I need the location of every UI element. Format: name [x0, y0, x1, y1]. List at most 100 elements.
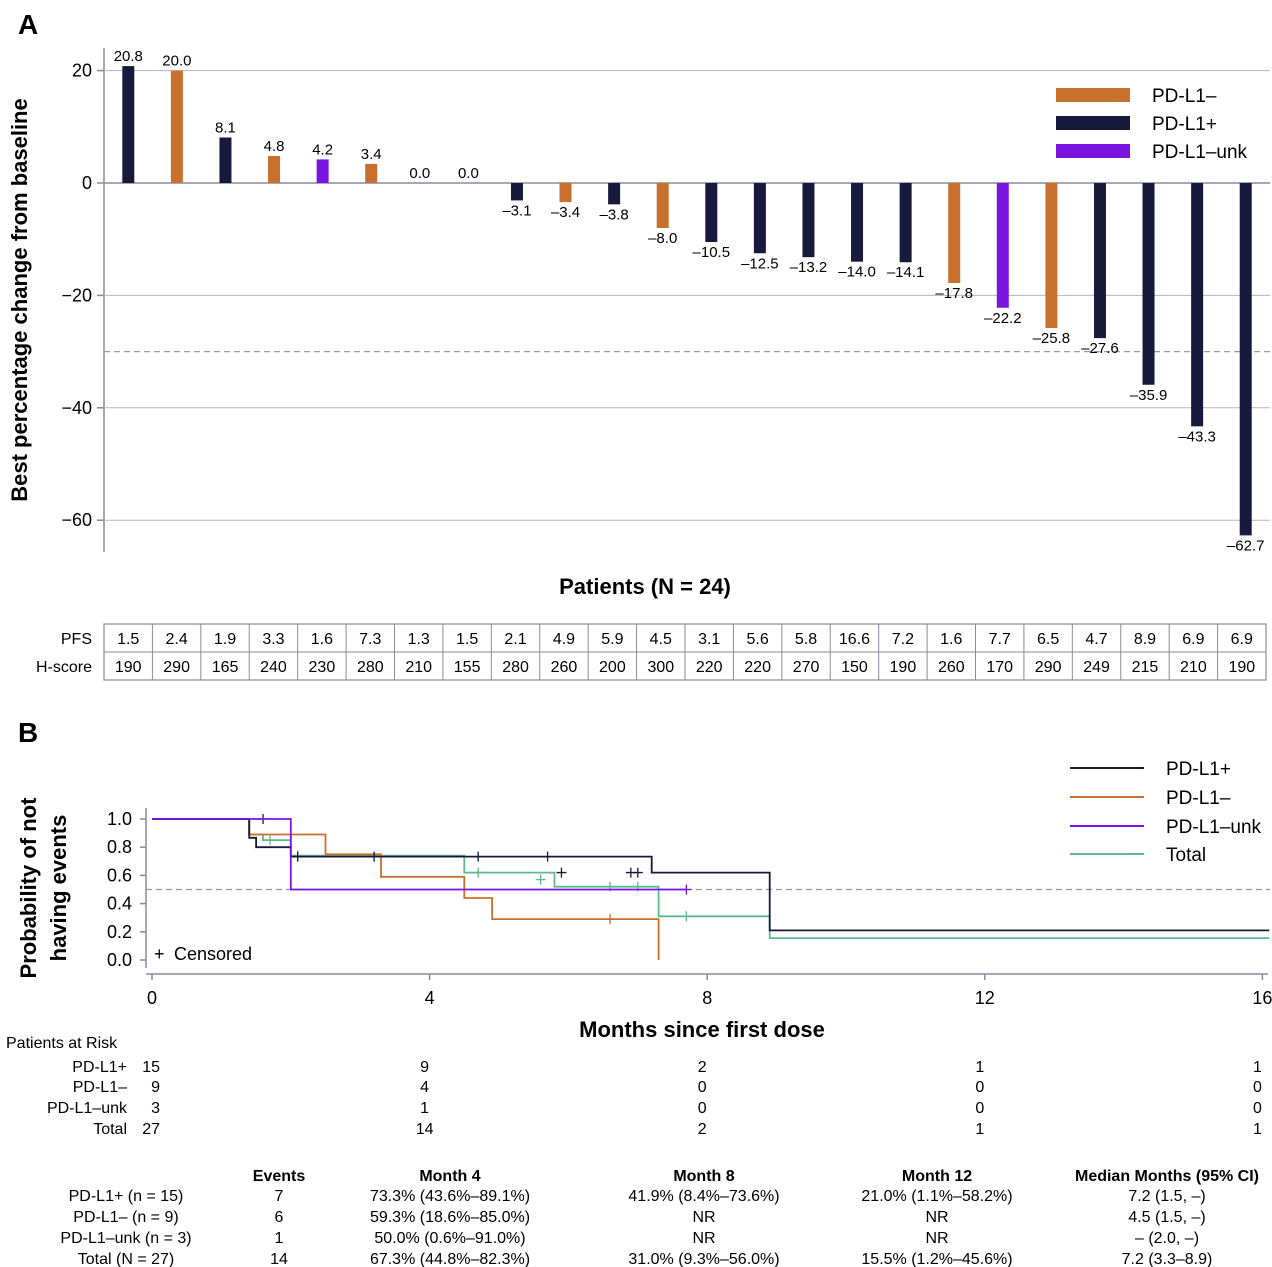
risk-row-label: PD-L1–	[73, 1079, 127, 1096]
legend-label: Total	[1166, 845, 1206, 866]
bar	[1142, 183, 1155, 385]
risk-count: 1	[1253, 1059, 1262, 1076]
summary-cell: NR	[692, 1209, 715, 1226]
bar-value-label: 4.2	[312, 141, 333, 158]
risk-row-label: Total	[93, 1121, 127, 1138]
censored-mark	[292, 851, 303, 862]
legend-label: PD-L1–	[1152, 86, 1217, 107]
risk-count: 9	[151, 1079, 160, 1096]
y-tick-label: 0.8	[107, 837, 132, 857]
bar-value-label: –14.1	[887, 264, 925, 281]
bar-value-label: –62.7	[1227, 537, 1265, 554]
y-tick-label: 0.6	[107, 865, 132, 885]
bar	[1191, 183, 1204, 427]
table-cell: 5.8	[795, 631, 817, 648]
y-tick-label: −20	[61, 285, 92, 305]
legend-label: PD-L1–	[1166, 788, 1231, 809]
risk-count: 1	[420, 1100, 429, 1117]
risk-count: 2	[698, 1121, 707, 1138]
table-cell: 150	[841, 659, 868, 676]
summary-row-label: Total (N = 27)	[78, 1251, 174, 1267]
censored-legend-label: Censored	[174, 944, 252, 964]
x-tick-label: 0	[147, 988, 157, 1008]
bar-value-label: –17.8	[935, 285, 973, 302]
bar	[170, 70, 183, 183]
table-cell: 7.3	[359, 631, 381, 648]
bar-value-label: –35.9	[1130, 387, 1168, 404]
summary-row-label: PD-L1–unk (n = 3)	[60, 1230, 191, 1247]
risk-count: 1	[1253, 1121, 1262, 1138]
km-curve	[152, 818, 660, 960]
waterfall-chart: 20 0 −20 −40 −60 20.8 20.0 8.1 4.8 4.2 3.4 0.0 0.0 –3…	[7, 48, 1270, 599]
bar	[851, 183, 864, 262]
y-tick-label: 0.2	[107, 922, 132, 942]
km-curve	[152, 818, 1270, 939]
bar-value-label: 0.0	[458, 165, 479, 182]
table-cell: 300	[647, 659, 674, 676]
table-cell: 155	[454, 659, 481, 676]
table-cell: 230	[309, 659, 336, 676]
bar	[1239, 183, 1252, 536]
y-axis-title-line1: Probability of not	[16, 797, 41, 979]
bar-value-label: –8.0	[648, 230, 677, 247]
bar	[365, 163, 378, 183]
censored-mark	[556, 867, 567, 878]
table-cell: 1.5	[117, 631, 139, 648]
table-cell: 16.6	[839, 631, 870, 648]
y-tick-label: 1.0	[107, 809, 132, 829]
legend-label: PD-L1–unk	[1152, 142, 1248, 163]
bar	[753, 183, 766, 254]
table-cell: 290	[163, 659, 190, 676]
risk-count: 0	[698, 1100, 707, 1117]
table-cell: 5.6	[747, 631, 769, 648]
table-cell: 240	[260, 659, 287, 676]
risk-count: 0	[1253, 1079, 1262, 1096]
risk-count: 1	[975, 1059, 984, 1076]
risk-count: 9	[420, 1059, 429, 1076]
bar-value-label: –25.8	[1033, 330, 1071, 347]
legend-label: PD-L1–unk	[1166, 817, 1262, 838]
y-tick-label: −40	[61, 398, 92, 418]
censored-mark	[264, 835, 275, 846]
bar-value-label: –3.1	[502, 202, 531, 219]
bar	[608, 183, 621, 205]
table-row-label: PFS	[61, 631, 92, 648]
kaplan-meier-chart: 0.0 0.2 0.4 0.6 0.8 1.0 0 4 8 12 16 + Censored Probab…	[16, 759, 1272, 1042]
pfs-hscore-table: PFS 1.5 2.4 1.9 3.3 1.6 7.3 1.3 1.5 2.1 4.9 5.9 4.5 3…	[36, 623, 1267, 681]
table-cell: 1.6	[311, 631, 333, 648]
table-cell: 4.7	[1085, 631, 1107, 648]
x-tick-label: 16	[1252, 988, 1272, 1008]
summary-cell: 59.3% (18.6%–85.0%)	[370, 1209, 530, 1226]
table-cell: 210	[1180, 659, 1207, 676]
risk-count: 14	[416, 1121, 434, 1138]
summary-cell: 4.5 (1.5, –)	[1128, 1209, 1205, 1226]
summary-cell: 67.3% (44.8%–82.3%)	[370, 1251, 530, 1267]
bar	[899, 183, 912, 263]
summary-row-label: PD-L1+ (n = 15)	[69, 1188, 184, 1205]
summary-cell: 73.3% (43.6%–89.1%)	[370, 1188, 530, 1205]
censored-mark	[542, 851, 553, 862]
bar-value-label: 3.4	[361, 146, 382, 163]
bar	[996, 183, 1009, 308]
summary-row-label: PD-L1– (n = 9)	[73, 1209, 178, 1226]
risk-count: 27	[142, 1121, 160, 1138]
table-cell: 6.5	[1037, 631, 1059, 648]
y-tick-label: −60	[61, 510, 92, 530]
risk-table: Patients at Risk PD-L1+ 15 9 2 1 1 PD-L1– 9 4 0 0 0 P…	[6, 1035, 1262, 1138]
table-cell: 4.5	[650, 631, 672, 648]
table-cell: 260	[551, 659, 578, 676]
table-cell: 1.6	[940, 631, 962, 648]
summary-header: Median Months (95% CI)	[1075, 1168, 1259, 1185]
censored-symbol: +	[154, 944, 165, 964]
bar-value-label: –27.6	[1081, 340, 1119, 357]
x-tick-label: 4	[425, 988, 435, 1008]
censored-mark	[681, 911, 692, 922]
summary-cell: 31.0% (9.3%–56.0%)	[628, 1251, 779, 1267]
summary-header: Month 4	[419, 1168, 480, 1185]
risk-count: 0	[1253, 1100, 1262, 1117]
legend-label: PD-L1+	[1152, 114, 1217, 135]
legend-swatch	[1056, 116, 1130, 130]
summary-cell: 7.2 (3.3–8.9)	[1122, 1251, 1213, 1267]
table-cell: 3.1	[698, 631, 720, 648]
table-cell: 6.9	[1182, 631, 1204, 648]
